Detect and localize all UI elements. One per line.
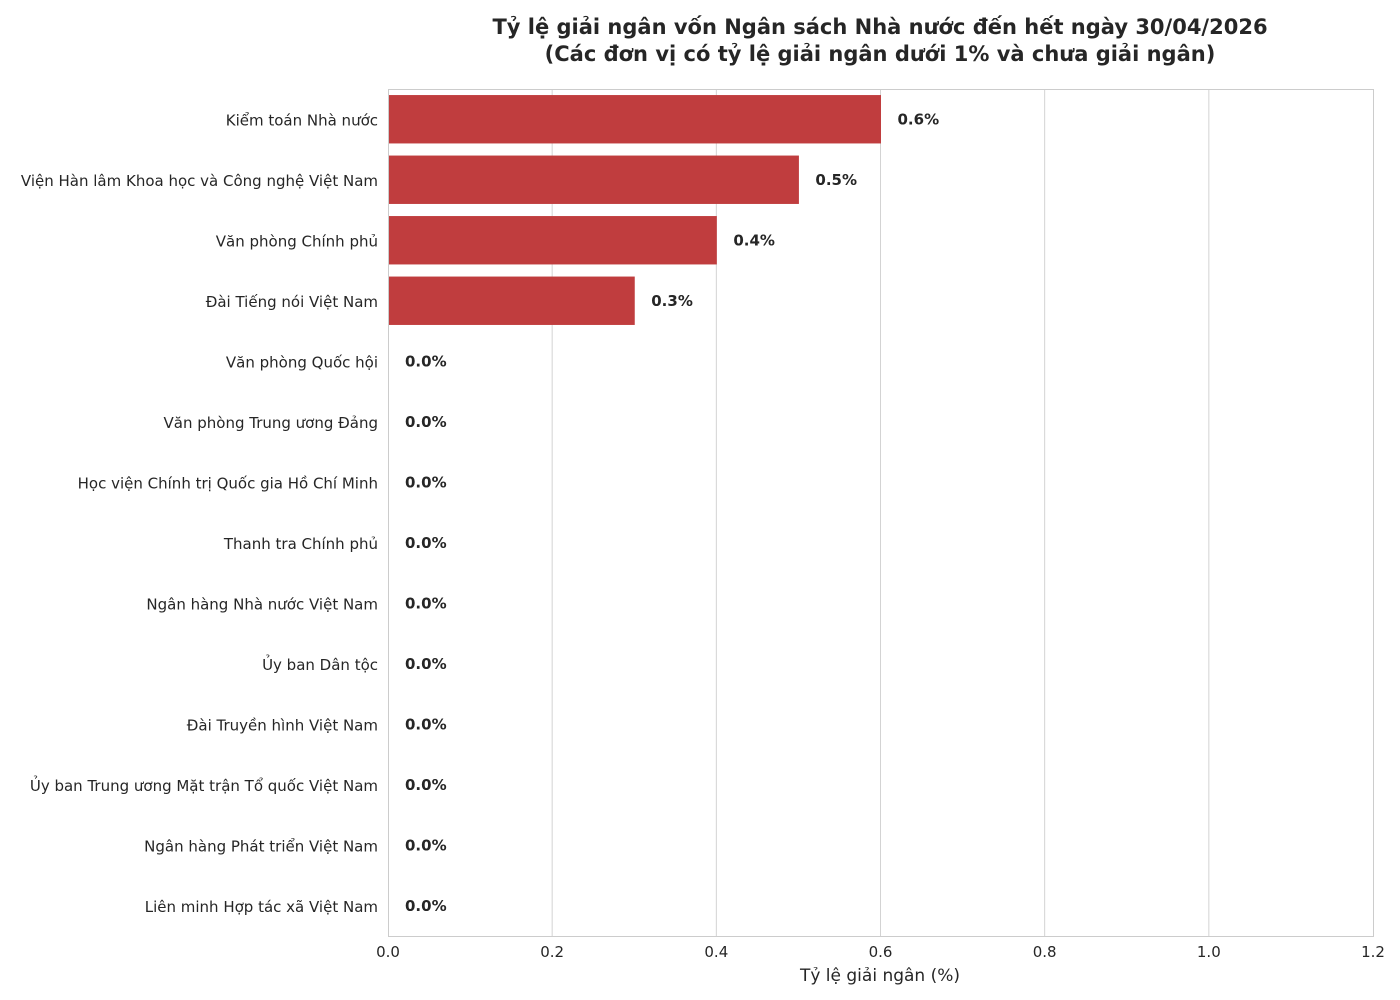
x-tick-label: 0.0: [376, 943, 400, 961]
category-label: Đài Truyền hình Việt Nam: [187, 716, 378, 734]
plot-frame: [388, 89, 1374, 937]
category-label: Ủy ban Trung ương Mặt trận Tổ quốc Việt …: [30, 775, 378, 795]
bar: [388, 155, 799, 204]
data-label: 0.0%: [405, 836, 447, 854]
chart-title-line-2: (Các đơn vị có tỷ lệ giải ngân dưới 1% v…: [545, 42, 1216, 66]
x-tick-label: 1.2: [1361, 943, 1385, 961]
data-label: 0.0%: [405, 776, 447, 794]
category-label: Văn phòng Chính phủ: [216, 232, 378, 250]
data-label: 0.0%: [405, 534, 447, 552]
x-tick-labels: 0.0 0.2 0.4 0.6 0.8 1.0 1.2: [376, 943, 1385, 961]
data-label: 0.6%: [898, 110, 940, 128]
chart-title-line-1: Tỷ lệ giải ngân vốn Ngân sách Nhà nước đ…: [492, 15, 1267, 39]
category-label: Kiểm toán Nhà nước: [226, 111, 378, 129]
data-label: 0.3%: [651, 292, 693, 310]
x-tick-label: 0.8: [1033, 943, 1057, 961]
data-label: 0.0%: [405, 594, 447, 612]
bar: [388, 216, 717, 265]
data-label: 0.0%: [405, 715, 447, 733]
bar: [388, 276, 635, 325]
x-tick-label: 1.0: [1197, 943, 1221, 961]
category-label: Ngân hàng Nhà nước Việt Nam: [146, 595, 378, 613]
x-axis-label: Tỷ lệ giải ngân (%): [799, 966, 960, 986]
x-tick-label: 0.4: [704, 943, 728, 961]
bar: [388, 95, 881, 144]
category-label: Học viện Chính trị Quốc gia Hồ Chí Minh: [78, 474, 378, 492]
data-label: 0.0%: [405, 413, 447, 431]
x-tick-label: 0.6: [869, 943, 893, 961]
category-label: Văn phòng Quốc hội: [226, 353, 378, 371]
category-labels: Kiểm toán Nhà nước Viện Hàn lâm Khoa học …: [21, 111, 378, 916]
data-label: 0.5%: [815, 171, 857, 189]
category-label: Viện Hàn lâm Khoa học và Công nghệ Việt …: [21, 172, 378, 190]
data-label: 0.0%: [405, 897, 447, 915]
x-tick-label: 0.2: [540, 943, 564, 961]
data-labels: 0.6% 0.5% 0.4% 0.3% 0.0% 0.0% 0.0% 0.0% 0.0% 0.0%…: [405, 110, 939, 915]
data-label: 0.4%: [733, 231, 775, 249]
bars: [388, 95, 881, 325]
category-label: Liên minh Hợp tác xã Việt Nam: [145, 898, 378, 916]
category-label: Văn phòng Trung ương Đảng: [164, 414, 378, 432]
category-label: Đài Tiếng nói Việt Nam: [206, 293, 378, 311]
data-label: 0.0%: [405, 655, 447, 673]
category-label: Ủy ban Dân tộc: [262, 654, 378, 674]
data-label: 0.0%: [405, 473, 447, 491]
category-label: Thanh tra Chính phủ: [223, 535, 378, 553]
category-label: Ngân hàng Phát triển Việt Nam: [144, 837, 378, 855]
data-label: 0.0%: [405, 352, 447, 370]
